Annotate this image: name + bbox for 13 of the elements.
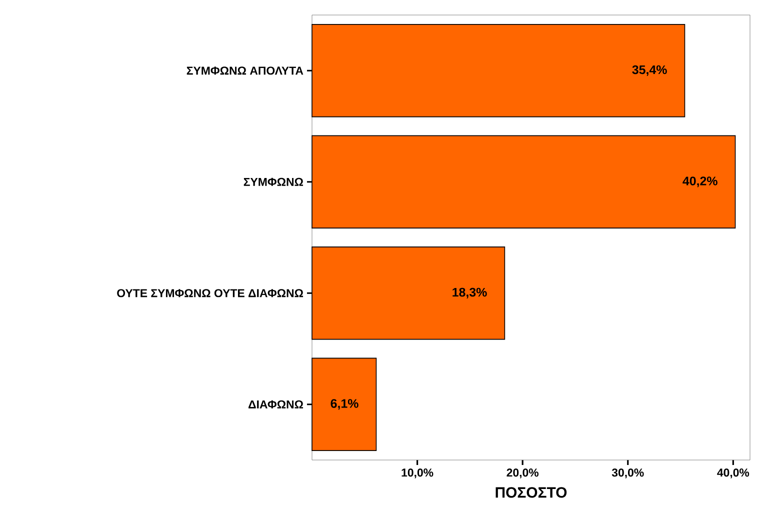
data-label: 40,2% xyxy=(682,176,718,188)
x-tick-label: 20,0% xyxy=(506,468,539,478)
x-tick-label: 30,0% xyxy=(612,468,644,478)
y-tick-label: ΣΥΜΦΩΝΩ xyxy=(244,178,304,186)
data-label: 35,4% xyxy=(632,65,667,76)
x-axis-title: ΠΟΣΟΣΤΟ xyxy=(496,487,567,498)
x-tick-label: 10,0% xyxy=(402,468,434,478)
data-label: 6,1% xyxy=(330,399,358,410)
x-tick-label: 40,0% xyxy=(717,468,750,478)
y-tick-label: ΟΥΤΕ ΣΥΜΦΩΝΩ ΟΥΤΕ ΔΙΑΦΩΝΩ xyxy=(117,289,304,298)
y-tick-label: ΣΥΜΦΩΝΩ ΑΠΟΛΥΤΑ xyxy=(186,66,304,75)
data-label: 18,3% xyxy=(452,288,487,298)
y-tick-label: ΔΙΑΦΩΝΩ xyxy=(248,400,304,408)
